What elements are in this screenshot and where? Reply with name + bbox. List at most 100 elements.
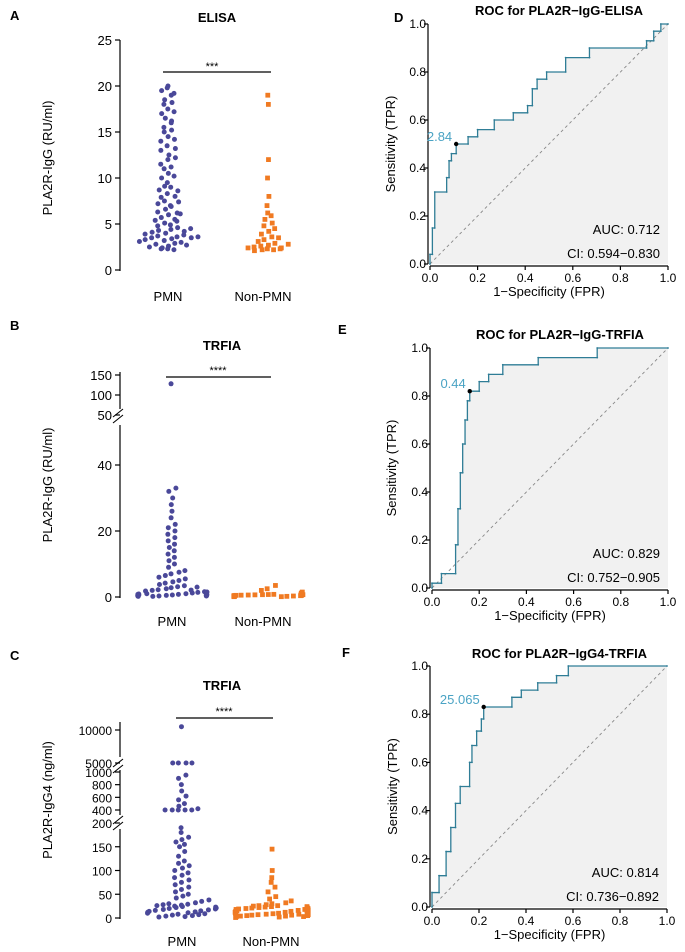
roc-curve-point (440, 582, 443, 585)
x-tick-label: 0.2 (471, 914, 488, 928)
data-point-pmn (182, 576, 188, 582)
panel-e: E ROC for PLA2R−IgG-TRFIA 0.0 0.2 0.4 0.6 0.8 1… (338, 322, 677, 623)
roc-curve-point (520, 696, 523, 699)
data-point-non-pmn (261, 223, 267, 229)
data-point-non-pmn (275, 903, 281, 909)
data-point-pmn (166, 488, 172, 494)
data-point-pmn (175, 225, 181, 231)
data-point-pmn (165, 531, 171, 537)
data-point-non-pmn (272, 226, 278, 231)
ci-label: CI: 0.594−0.830 (567, 246, 660, 261)
data-point-pmn (164, 143, 170, 149)
data-point-non-pmn (266, 157, 271, 162)
ci-label: CI: 0.752−0.905 (567, 570, 660, 585)
roc-curve-point (457, 543, 459, 546)
roc-curve-point (666, 665, 668, 667)
data-point-non-pmn (258, 243, 264, 249)
data-point-non-pmn (266, 194, 272, 199)
data-point-pmn (181, 232, 187, 238)
data-point-pmn (163, 206, 169, 212)
y-tick-label: 1.0 (411, 341, 428, 355)
data-point-pmn (150, 593, 156, 599)
data-point-pmn (206, 897, 212, 903)
data-point-pmn (175, 760, 181, 766)
roc-curve-point (511, 696, 513, 699)
data-point-pmn (171, 173, 177, 179)
roc-curve-point (445, 850, 447, 853)
roc-curve-point (567, 665, 570, 667)
data-point-pmn (156, 187, 162, 193)
data-point-pmn (167, 222, 173, 228)
y-tick-label: 5000 (85, 757, 112, 771)
data-point-non-pmn (268, 213, 274, 219)
data-point-pmn (159, 111, 165, 117)
data-point-non-pmn (244, 913, 250, 919)
data-point-non-pmn (269, 901, 275, 907)
data-point-pmn (168, 204, 174, 210)
x-tick-label: Non-PMN (234, 614, 291, 629)
y-tick-label: 0 (105, 263, 112, 278)
data-point-pmn (171, 247, 177, 253)
ci-label: CI: 0.736−0.892 (566, 889, 659, 904)
y-tick-label: 15 (98, 125, 112, 140)
data-point-pmn (161, 238, 167, 244)
data-point-pmn (165, 134, 171, 140)
roc-curve-point (545, 78, 548, 81)
data-point-pmn (165, 157, 171, 163)
data-point-non-pmn (261, 237, 267, 243)
data-point-pmn (185, 891, 191, 897)
y-axis-label: PLA2R-IgG (RU/ml) (40, 428, 55, 543)
data-point-non-pmn (269, 220, 275, 226)
data-point-pmn (168, 227, 174, 233)
panel-title: ELISA (198, 10, 237, 25)
data-point-pmn (169, 100, 175, 106)
data-point-non-pmn (249, 905, 255, 911)
roc-curve-point (564, 71, 567, 73)
y-tick-label: 0.8 (411, 389, 428, 403)
roc-curve-point (459, 802, 462, 805)
data-point-pmn (158, 147, 164, 153)
data-point-non-pmn (285, 241, 291, 247)
data-point-pmn (192, 900, 198, 906)
y-tick-label: 20 (98, 524, 112, 539)
roc-curve-point (536, 681, 539, 684)
data-point-non-pmn (272, 884, 278, 890)
data-point-non-pmn (252, 248, 257, 254)
data-point-non-pmn (271, 591, 277, 597)
data-point-pmn (181, 228, 187, 234)
roc-curve-point (445, 176, 448, 179)
data-point-non-pmn (296, 911, 302, 917)
y-axis-label: PLA2R-IgG4 (ng/ml) (40, 741, 55, 859)
roc-curve-point (466, 419, 469, 421)
data-point-pmn (166, 906, 172, 911)
cutoff-label: 2.84 (427, 129, 452, 144)
roc-curve-point (448, 159, 450, 162)
data-point-pmn (161, 198, 167, 204)
roc-curve-point (438, 891, 440, 894)
roc-curve-point (454, 572, 457, 575)
y-tick-label: 25 (98, 33, 112, 48)
data-point-non-pmn (283, 900, 289, 906)
data-point-pmn (149, 229, 155, 235)
data-point-pmn (178, 879, 184, 885)
data-point-pmn (177, 211, 183, 217)
data-point-pmn (168, 184, 174, 190)
roc-curve-point (480, 718, 483, 720)
data-point-non-pmn (301, 914, 306, 919)
data-point-pmn (160, 906, 166, 912)
roc-curve-point (468, 399, 471, 402)
data-point-pmn (204, 591, 210, 597)
data-point-pmn (171, 109, 177, 115)
data-point-pmn (164, 85, 170, 91)
data-point-non-pmn (252, 592, 258, 598)
data-point-pmn (142, 231, 148, 237)
data-point-non-pmn (265, 592, 271, 597)
data-point-pmn (162, 183, 168, 189)
roc-curve-point (429, 263, 431, 265)
roc-curve-point (471, 761, 473, 764)
data-point-non-pmn (282, 909, 288, 915)
data-point-non-pmn (266, 228, 272, 234)
data-point-pmn (149, 235, 155, 241)
